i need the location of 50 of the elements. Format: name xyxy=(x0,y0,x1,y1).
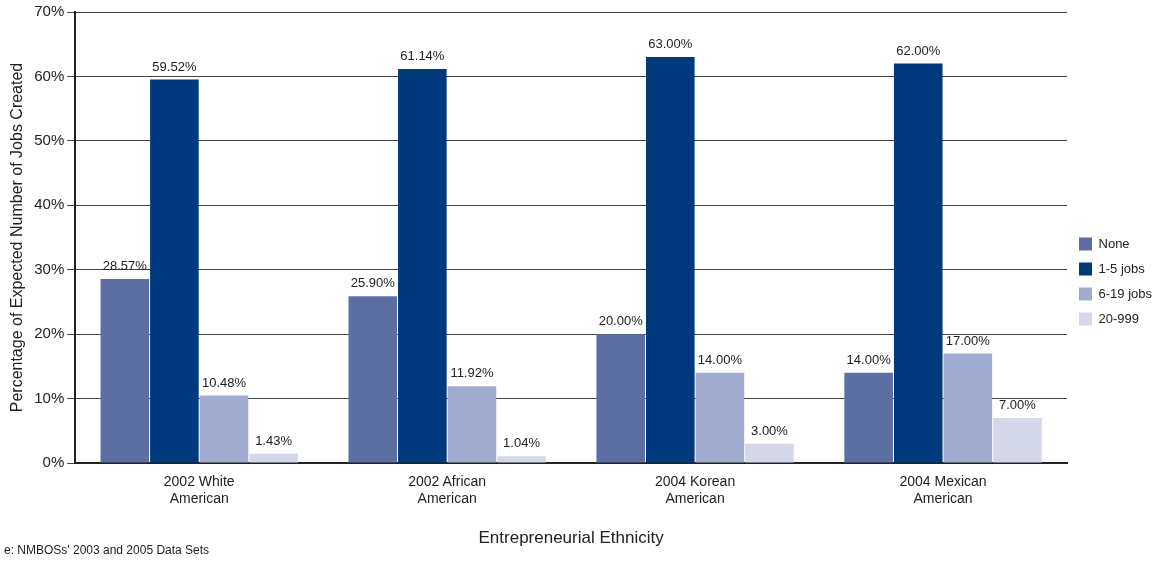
x-tick-label: 2002 African American xyxy=(408,473,487,507)
data-label: 63.00% xyxy=(648,36,693,52)
bar xyxy=(695,372,745,463)
y-tick-label: 70% xyxy=(34,2,65,20)
data-label: 11.92% xyxy=(450,365,494,381)
bar xyxy=(398,69,447,463)
data-label: 14.00% xyxy=(697,351,743,367)
legend-label: 1-5 jobs xyxy=(1098,260,1146,276)
data-label: 62.00% xyxy=(896,42,941,58)
text: e: NMBOSs' 2003 and 2005 Data Sets xyxy=(4,543,210,558)
x-tick-label: 2004 Mexican American xyxy=(899,473,987,507)
legend-label: 6-19 jobs xyxy=(1098,285,1153,301)
data-label: 7.00% xyxy=(998,396,1037,412)
data-label: 20.00% xyxy=(598,313,644,329)
bar xyxy=(943,353,993,463)
data-label: 14.00% xyxy=(846,351,892,367)
data-label: 61.14% xyxy=(400,48,445,64)
bar xyxy=(993,417,1042,463)
bar xyxy=(745,443,794,463)
y-tick-label: 30% xyxy=(34,259,65,277)
y-axis-title: Percentage of Expected Number of Jobs Created xyxy=(8,62,26,413)
data-label: 1.04% xyxy=(503,435,541,451)
y-tick-label: 40% xyxy=(34,195,65,213)
x-tick-label: 2002 White American xyxy=(163,473,235,507)
bar xyxy=(348,296,398,463)
y-tick-label: 20% xyxy=(34,324,65,342)
data-label: 3.00% xyxy=(751,422,789,438)
x-tick-label: 2004 Korean American xyxy=(655,473,736,507)
data-label: 1.43% xyxy=(255,432,293,448)
bar xyxy=(893,63,943,463)
bar xyxy=(249,453,298,463)
data-label: 59.52% xyxy=(152,58,197,74)
legend-label: 20-999 xyxy=(1098,310,1140,326)
y-tick-label: 50% xyxy=(34,131,65,148)
bar xyxy=(100,278,150,463)
data-label: 10.48% xyxy=(201,374,247,390)
bar xyxy=(646,57,695,463)
bar xyxy=(497,456,546,463)
bar xyxy=(596,334,646,463)
y-tick-label: 10% xyxy=(34,388,65,406)
legend-label: None xyxy=(1098,235,1130,251)
bar xyxy=(447,386,497,463)
bar xyxy=(150,79,199,463)
x-axis-title: Entrepreneurial Ethnicity xyxy=(478,528,665,548)
y-tick-label: 60% xyxy=(34,66,65,84)
y-tick-label: 0% xyxy=(42,453,65,471)
bar xyxy=(844,372,893,463)
data-label: 25.90% xyxy=(350,275,396,291)
bar xyxy=(199,395,249,463)
data-label: 17.00% xyxy=(945,332,991,348)
